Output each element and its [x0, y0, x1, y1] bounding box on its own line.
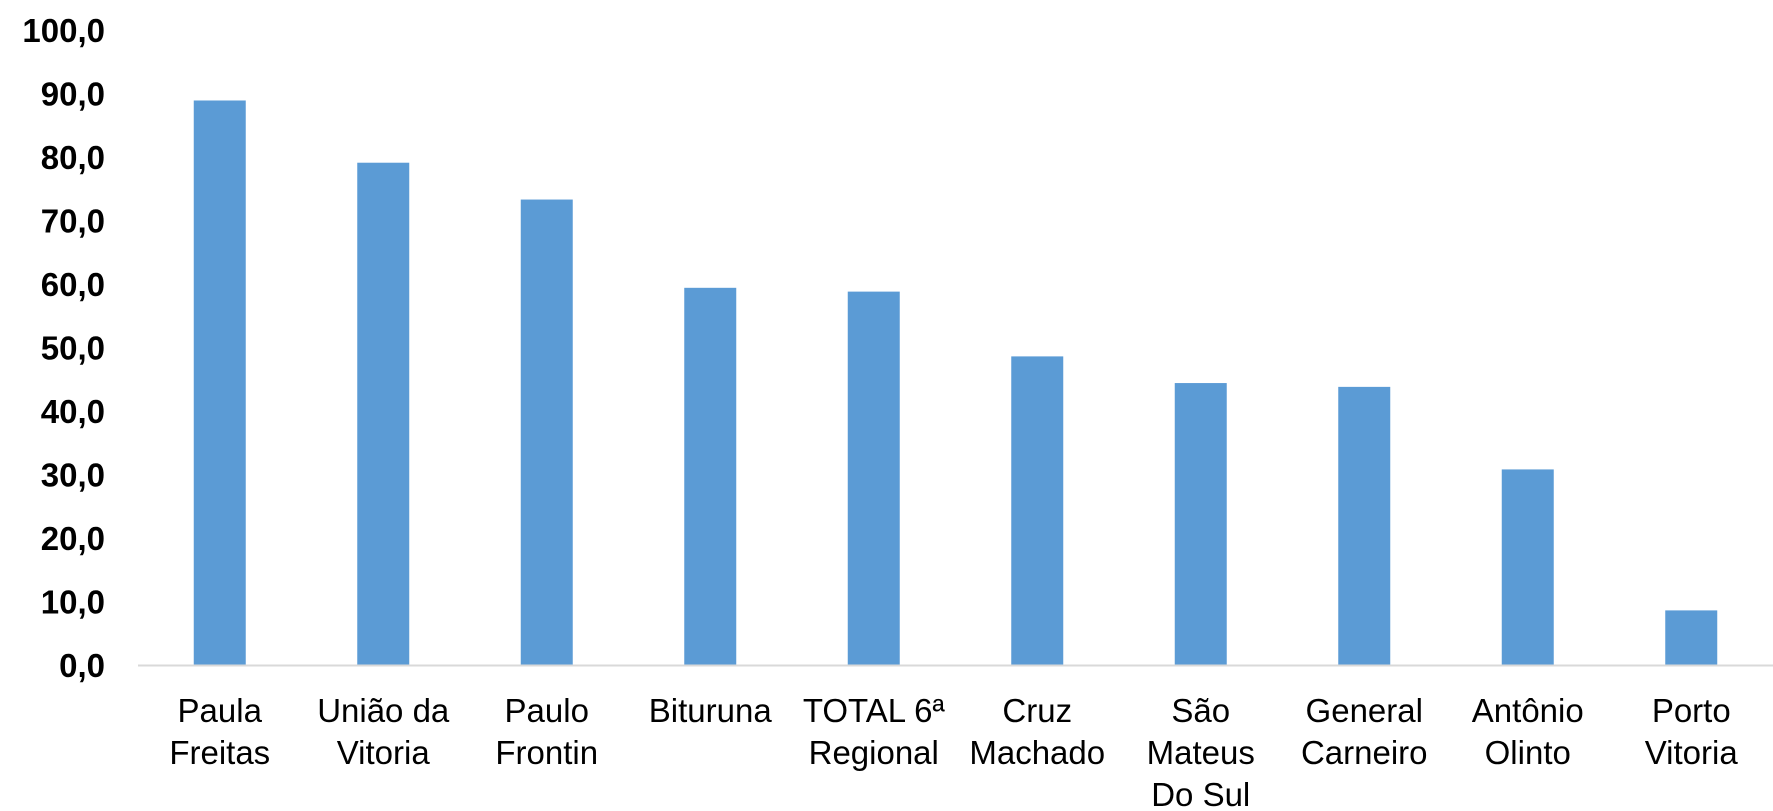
x-tick-label: Porto Vitoria — [1645, 692, 1739, 771]
y-tick-label: 20,0 — [41, 520, 105, 557]
x-tick-label-line: Freitas — [169, 734, 270, 771]
bars — [193, 100, 1718, 666]
bar — [1174, 383, 1227, 665]
x-tick-label-line: Paula — [178, 692, 263, 729]
x-tick-label-line: São — [1171, 692, 1230, 729]
y-tick-label: 80,0 — [41, 139, 105, 176]
x-tick-label-line: Carneiro — [1301, 734, 1428, 771]
bar — [520, 199, 573, 666]
x-axis-tick-labels: Paula Freitas União da Vitoria Paulo Frontin B… — [169, 692, 1738, 811]
bar — [193, 100, 246, 666]
x-tick-label-line: TOTAL 6ª — [803, 692, 946, 729]
y-tick-label: 70,0 — [41, 203, 105, 240]
y-tick-label: 30,0 — [41, 457, 105, 494]
x-tick-label-line: Antônio — [1472, 692, 1584, 729]
x-tick-label: São Mateus Do Sul — [1147, 692, 1255, 811]
x-tick-label-line: Mateus — [1147, 734, 1255, 771]
x-tick-label: Bituruna — [649, 692, 773, 729]
x-tick-label: União da Vitoria — [317, 692, 450, 771]
bar — [847, 291, 900, 665]
bar — [1011, 356, 1064, 665]
y-axis-tick-labels: 0,0 10,0 20,0 30,0 40,0 50,0 60,0 70,0 80,0 90,0 1… — [22, 12, 105, 684]
bar — [1665, 610, 1718, 665]
bar — [1501, 469, 1554, 665]
y-tick-label: 0,0 — [59, 647, 105, 684]
x-tick-label-line: Porto — [1652, 692, 1731, 729]
x-tick-label-line: União da — [317, 692, 450, 729]
x-tick-label: General Carneiro — [1301, 692, 1428, 771]
x-tick-label-line: Machado — [969, 734, 1105, 771]
bar — [684, 287, 737, 665]
y-tick-label: 40,0 — [41, 393, 105, 430]
x-tick-label-line: Do Sul — [1151, 776, 1250, 811]
x-tick-label: Cruz Machado — [969, 692, 1105, 771]
x-tick-label-line: General — [1306, 692, 1423, 729]
y-tick-label: 50,0 — [41, 330, 105, 367]
y-tick-label: 60,0 — [41, 266, 105, 303]
bar — [1338, 386, 1391, 665]
x-tick-label: TOTAL 6ª Regional — [803, 692, 946, 771]
x-tick-label: Paula Freitas — [169, 692, 270, 771]
x-tick-label-line: Vitoria — [337, 734, 431, 771]
x-tick-label: Paulo Frontin — [495, 692, 598, 771]
x-tick-label-line: Olinto — [1485, 734, 1571, 771]
x-tick-label-line: Cruz — [1002, 692, 1072, 729]
y-tick-label: 100,0 — [22, 12, 105, 49]
bar — [357, 162, 410, 665]
x-tick-label-line: Frontin — [495, 734, 598, 771]
x-tick-label-line: Paulo — [505, 692, 589, 729]
y-tick-label: 90,0 — [41, 76, 105, 113]
x-tick-label: Antônio Olinto — [1472, 692, 1584, 771]
x-tick-label-line: Regional — [809, 734, 939, 771]
x-tick-label-line: Bituruna — [649, 692, 773, 729]
x-tick-label-line: Vitoria — [1645, 734, 1739, 771]
y-tick-label: 10,0 — [41, 584, 105, 621]
